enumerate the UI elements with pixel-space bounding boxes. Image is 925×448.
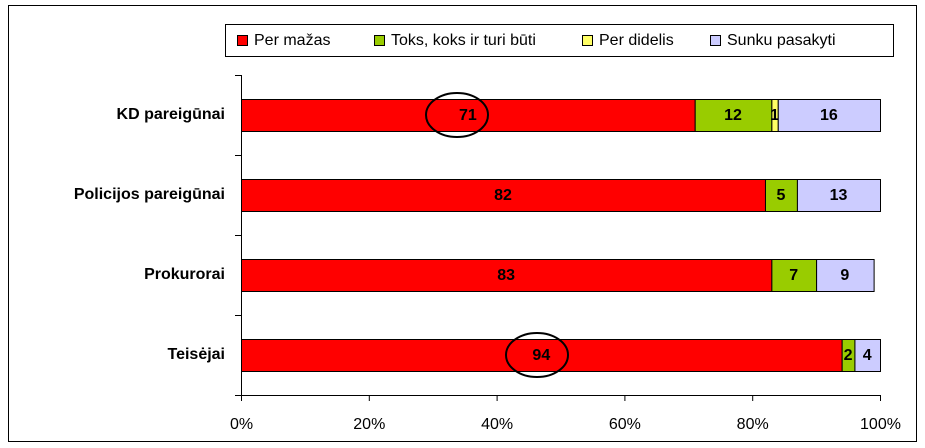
x-tick-label: 0% [230,416,253,433]
x-tick-label: 60% [609,416,641,433]
bar-segment [816,259,875,292]
bar-segment [241,179,766,212]
bar-segment [796,179,881,212]
data-label: 2 [844,347,853,364]
bar-segment [241,99,696,132]
highlight-ellipse [505,332,569,378]
data-label: 94 [532,347,550,364]
data-label: 5 [777,187,786,204]
x-tick-label: 80% [737,416,769,433]
x-tick-label: 40% [481,416,513,433]
x-tick-label: 20% [353,416,385,433]
legend-label: Toks, koks ir turi būti [391,32,536,49]
bar-segment [241,259,773,292]
data-label: 82 [494,187,512,204]
bar-segment [854,339,882,372]
category-label: KD pareigūnai [117,106,225,123]
x-tick-label: 100% [860,416,901,433]
data-label: 16 [820,107,838,124]
legend-label: Per mažas [254,32,330,49]
data-label: 1 [770,107,779,124]
bar-segment [764,179,798,212]
legend-swatch [374,35,385,46]
data-label: 83 [497,267,515,284]
category-label: Prokurorai [144,266,225,283]
data-label: 71 [459,107,477,124]
legend-label: Sunku pasakyti [727,32,836,49]
data-label: 9 [840,267,849,284]
category-label: Policijos pareigūnai [74,186,225,203]
bar-segment [777,99,882,132]
legend-swatch [582,35,593,46]
data-label: 13 [830,187,848,204]
data-label: 4 [863,347,872,364]
highlight-ellipse [425,92,489,138]
bar-segment [241,339,843,372]
bar-segment [694,99,773,132]
bar-segment [771,259,818,292]
legend-swatch [710,35,721,46]
legend-label: Per didelis [599,32,674,49]
legend-swatch [237,35,248,46]
legend-box [225,24,894,57]
category-label: Teisėjai [167,346,225,363]
data-label: 12 [724,107,742,124]
chart-border [8,5,917,442]
data-label: 7 [789,267,798,284]
